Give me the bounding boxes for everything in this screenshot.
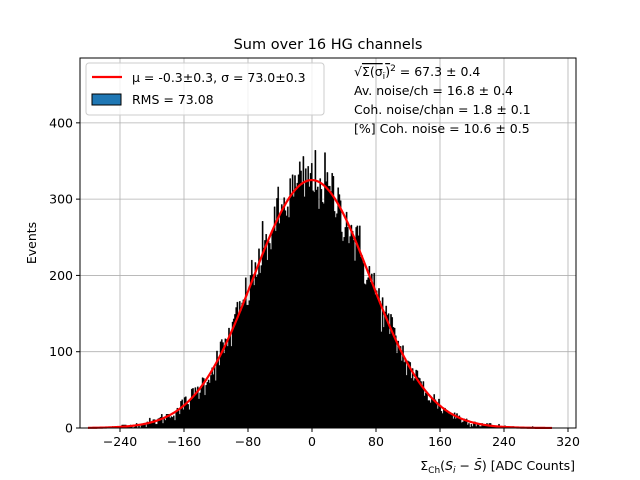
y-tick-label: 300 <box>49 192 73 207</box>
y-axis-ticks: 0 100 200 300 400 <box>49 115 80 436</box>
axes-frame <box>79 57 577 429</box>
statistics-annotations: √Σ(σi)2 = 67.3 ± 0.4 Av. noise/ch = 16.8… <box>354 64 531 136</box>
legend-rms-label: RMS = 73.08 <box>132 92 214 107</box>
legend-box <box>85 62 325 116</box>
legend-rms-swatch <box>91 93 122 106</box>
gaussian-fit-curve <box>87 178 553 430</box>
x-tick-label: −160 <box>167 434 201 449</box>
x-tick-label: 160 <box>428 434 452 449</box>
x-tick-label: 0 <box>308 434 316 449</box>
y-tick-label: 0 <box>65 421 73 436</box>
x-tick-label: −240 <box>103 434 137 449</box>
x-axis-label: ΣCh(Si − S̄) [ADC Counts] <box>420 458 575 476</box>
stat-coherent-noise: Coh. noise/chan = 1.8 ± 0.1 <box>354 102 531 117</box>
x-axis-ticks: −240 −160 −80 0 80 160 240 320 <box>103 428 580 449</box>
legend-fit-label: μ = -0.3±0.3, σ = 73.0±0.3 <box>132 70 306 85</box>
x-tick-label: 80 <box>368 434 384 449</box>
y-tick-label: 200 <box>49 268 73 283</box>
stat-average-noise: Av. noise/ch = 16.8 ± 0.4 <box>354 83 513 98</box>
stat-quadrature-sum: √Σ(σi)2 = 67.3 ± 0.4 <box>354 64 480 82</box>
y-tick-label: 100 <box>49 344 73 359</box>
x-tick-label: 320 <box>556 434 580 449</box>
legend: μ = -0.3±0.3, σ = 73.0±0.3 RMS = 73.08 <box>85 62 325 116</box>
x-tick-label: −80 <box>235 434 261 449</box>
chart-title: Sum over 16 HG channels <box>234 37 423 53</box>
x-tick-label: 240 <box>492 434 516 449</box>
y-axis-label: Events <box>24 222 39 264</box>
y-tick-label: 400 <box>49 115 73 130</box>
stat-coherent-percent: [%] Coh. noise = 10.6 ± 0.5 <box>354 121 530 136</box>
